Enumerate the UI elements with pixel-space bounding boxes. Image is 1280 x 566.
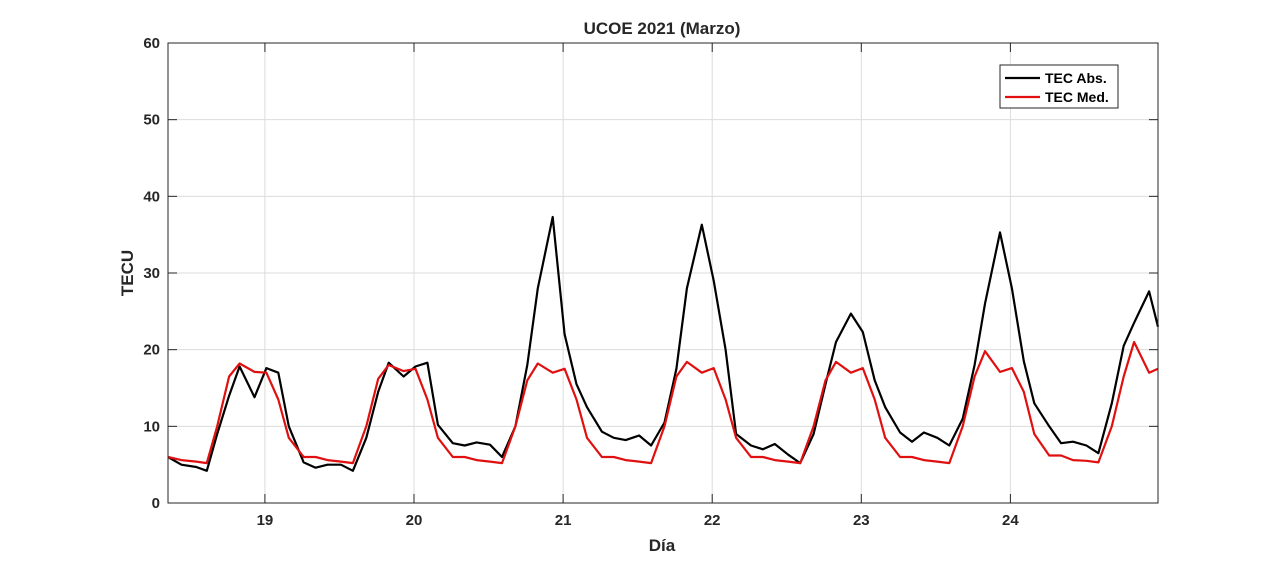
x-axis-label: Día [649,536,676,555]
series-line-tec-med [167,340,1159,465]
y-tick-labels: 0 10 20 30 40 50 60 [143,35,160,512]
series-lines [167,215,1160,472]
x-tick-label: 24 [1002,512,1019,529]
y-tick-label: 20 [143,342,160,359]
legend-label-tec-med: TEC Med. [1045,89,1109,105]
legend: TEC Abs. TEC Med. [999,64,1119,109]
legend-label-tec-abs: TEC Abs. [1045,70,1107,86]
chart-title: UCOE 2021 (Marzo) [584,19,741,38]
y-tick-label: 40 [143,188,160,205]
x-tick-label: 21 [555,512,572,529]
x-tick-label: 23 [853,512,870,529]
x-tick-label: 22 [704,512,721,529]
legend-box [999,64,1119,109]
y-axis-label: TECU [118,250,137,296]
x-tick-label: 20 [406,512,423,529]
x-tick-labels: 19 20 21 22 23 24 [257,512,1020,529]
y-tick-label: 50 [143,112,160,129]
axis-ticks [168,42,1158,504]
y-tick-label: 30 [143,265,160,282]
x-tick-label: 19 [257,512,274,529]
y-tick-label: 10 [143,418,160,435]
y-tick-label: 0 [152,495,160,512]
y-tick-label: 60 [143,35,160,52]
